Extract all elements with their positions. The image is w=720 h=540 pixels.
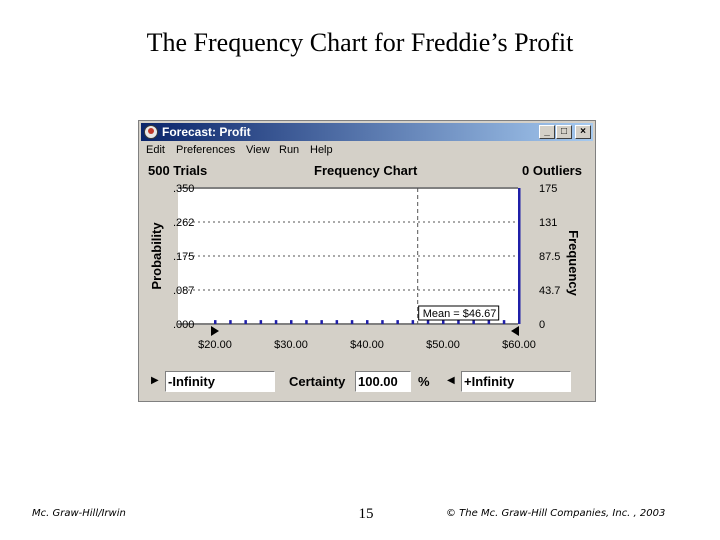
left-range-field[interactable]: -Infinity (165, 371, 275, 392)
forecast-window: Forecast: Profit _ □ × Edit Preferences … (138, 120, 596, 402)
window-title: Forecast: Profit (162, 125, 251, 139)
y2-tick-label: 131 (539, 217, 557, 229)
y-axis-label: Probability (149, 222, 164, 290)
bar (320, 320, 323, 324)
maximize-button[interactable]: □ (556, 125, 572, 139)
close-button[interactable]: × (575, 125, 591, 139)
bar (518, 188, 521, 324)
footer-publisher: Mc. Graw-Hill/Irwin (32, 508, 126, 519)
menu-preferences[interactable]: Preferences (176, 144, 236, 156)
y2-tick-label: 87.5 (539, 251, 560, 263)
bar (396, 320, 399, 324)
left-arrow-icon[interactable]: ▶ (151, 375, 159, 386)
x-tick-label: $60.00 (502, 339, 536, 351)
bar (442, 320, 445, 324)
grid-lines (178, 221, 518, 291)
mean-label: Mean = $46.67 (423, 308, 497, 320)
y2-axis-label: Frequency (566, 230, 581, 297)
right-grabber-handle[interactable] (511, 326, 519, 336)
y-tick-label: .000 (173, 319, 194, 331)
bar (259, 320, 263, 324)
page-number: 15 (358, 506, 374, 522)
bar (381, 320, 384, 324)
certainty-field[interactable]: 100.00 (355, 371, 411, 392)
right-arrow-icon[interactable]: ◀ (447, 375, 455, 386)
menu-run[interactable]: Run (279, 144, 300, 156)
menu-edit[interactable]: Edit (146, 144, 165, 156)
footer-copyright: © The Mc. Graw-Hill Companies, Inc. , 20… (446, 508, 666, 519)
bar (411, 320, 415, 324)
y2-tick-label: 43.7 (539, 285, 560, 297)
bar (274, 320, 278, 324)
certainty-label: Certainty (289, 374, 346, 389)
bar (426, 320, 430, 324)
outliers-count: 0 Outliers (522, 163, 582, 178)
bar (502, 320, 506, 324)
bar (305, 320, 308, 324)
y-tick-label: .350 (173, 183, 194, 195)
bars (214, 188, 521, 324)
crystal-ball-icon[interactable] (144, 125, 158, 139)
menu-view[interactable]: View (246, 144, 270, 156)
slide-title: The Frequency Chart for Freddie’s Profit (146, 28, 574, 57)
bar (244, 320, 247, 324)
x-tick-label: $30.00 (274, 339, 308, 351)
window-titlebar[interactable]: Forecast: Profit _ □ × (141, 123, 593, 141)
right-range-field[interactable]: +Infinity (461, 371, 571, 392)
menubar: Edit Preferences View Run Help (141, 142, 593, 160)
x-tick-label: $20.00 (198, 339, 232, 351)
x-tick-label: $40.00 (350, 339, 384, 351)
trials-count: 500 Trials (148, 163, 208, 178)
y2-tick-label: 175 (539, 183, 557, 195)
bar (457, 320, 460, 324)
bar (350, 320, 354, 324)
y2-tick-label: 0 (539, 319, 545, 331)
bar (214, 320, 217, 324)
minimize-button[interactable]: _ (539, 125, 555, 139)
y-tick-label: .087 (173, 285, 194, 297)
y-axis-right: 175 131 87.5 43.7 0 (539, 183, 560, 331)
menu-help[interactable]: Help (310, 144, 333, 156)
bar (229, 320, 232, 324)
bar (335, 320, 339, 324)
x-tick-label: $50.00 (426, 339, 460, 351)
percent-label: % (418, 374, 430, 389)
bar (487, 320, 491, 324)
x-axis-labels: $20.00 $30.00 $40.00 $50.00 $60.00 (198, 339, 536, 351)
y-tick-label: .175 (173, 251, 194, 263)
y-tick-label: .262 (173, 217, 194, 229)
chart-title: Frequency Chart (314, 163, 418, 178)
bar (290, 320, 293, 324)
y-axis-left: .350 .262 .175 .087 .000 (173, 183, 194, 331)
bar (472, 320, 475, 324)
frequency-chart: Mean = $46.67 .350 .262 .175 .087 .000 175 13… (149, 183, 581, 351)
left-grabber-handle[interactable] (211, 326, 219, 336)
mean-label-box (418, 305, 500, 321)
bar (366, 320, 369, 324)
